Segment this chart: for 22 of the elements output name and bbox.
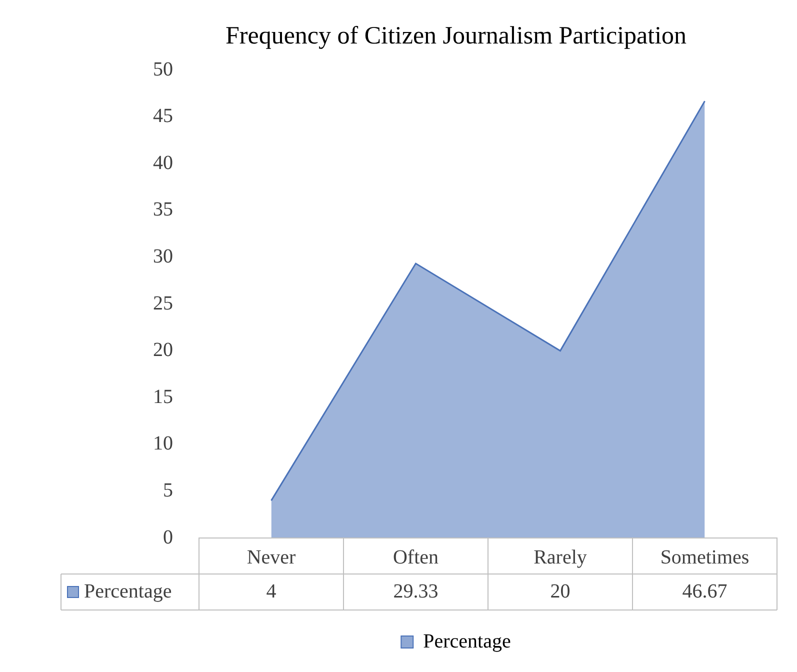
y-tick-label: 30	[153, 245, 173, 268]
y-tick-label: 20	[153, 339, 173, 362]
x-tick-label: Sometimes	[660, 546, 750, 568]
y-tick-label: 15	[153, 386, 173, 408]
y-tick-label: 25	[153, 292, 173, 314]
text: Percentage	[84, 580, 172, 602]
y-tick-label: 45	[153, 105, 173, 128]
data-label: 4	[266, 580, 276, 602]
y-tick-label: 5	[163, 479, 173, 502]
y-tick-label: 40	[153, 152, 173, 174]
x-tick-label: Rarely	[534, 546, 587, 568]
y-tick-label: 10	[153, 432, 173, 455]
chart-title: Frequency of Citizen Journalism Participation	[225, 22, 688, 50]
y-tick-label: 0	[163, 526, 173, 548]
data-label: 20	[550, 580, 570, 602]
legend-label: Percentage	[423, 630, 511, 652]
data-label: 46.67	[682, 580, 728, 602]
y-tick-label: 35	[153, 198, 173, 221]
x-tick-label: Never	[246, 546, 296, 568]
y-tick-label: 50	[153, 58, 173, 80]
data-label: 29.33	[393, 580, 438, 602]
x-tick-label: Often	[392, 546, 439, 568]
